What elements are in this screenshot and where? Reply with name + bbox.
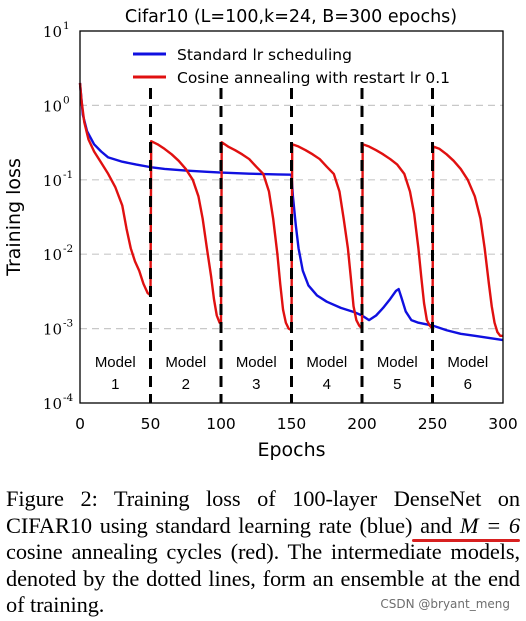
red-annotation-underline (412, 539, 520, 542)
y-tick-label: 10 (43, 246, 62, 264)
x-tick-label: 100 (206, 415, 236, 433)
model-label: Model (377, 354, 418, 371)
model-labels: Model 1 Model 2 Model 3 Model 4 Model 5 Model 6 (95, 354, 488, 393)
model-label: Model (165, 354, 206, 371)
y-tick-exponent: -1 (63, 169, 73, 181)
training-loss-chart: Cifar10 (L=100,k=24, B=300 epochs) Model… (3, 7, 518, 461)
figure-caption: Figure 2: Training loss of 100-layer Den… (6, 486, 520, 619)
model-number: 4 (323, 376, 331, 393)
y-tick-label: 10 (43, 172, 62, 190)
x-axis-label: Epochs (257, 439, 325, 461)
model-label: Model (95, 354, 136, 371)
x-tick-label: 50 (141, 415, 161, 433)
x-tick-label: 150 (277, 415, 307, 433)
model-label: Model (306, 354, 347, 371)
y-tick-label: 10 (43, 97, 62, 115)
model-number: 2 (182, 376, 190, 393)
model-number: 1 (111, 376, 119, 393)
model-number: 5 (393, 376, 401, 393)
legend-label: Cosine annealing with restart lr 0.1 (177, 69, 450, 87)
x-tick-label: 300 (488, 415, 518, 433)
legend: Standard lr scheduling Cosine annealing w… (133, 46, 450, 87)
x-tick-labels: 0 50 100 150 200 250 300 (75, 415, 518, 433)
caption-text-after: cosine annealing cycles (red). The inter… (6, 539, 520, 618)
y-tick-exponent: -4 (63, 392, 74, 404)
model-label: Model (236, 354, 277, 371)
series-line-standard (78, 82, 504, 342)
x-tick-label: 0 (75, 415, 85, 433)
series-line-cosine (78, 82, 503, 338)
plot-frame (79, 30, 504, 404)
series-lines (78, 82, 504, 342)
caption-math: M = 6 (459, 512, 521, 538)
x-tick-label: 250 (418, 415, 448, 433)
y-tick-exponent: 1 (63, 20, 70, 32)
caption-text-before: Figure 2: Training loss of 100-layer Den… (6, 486, 520, 538)
y-tick-exponent: -3 (63, 318, 73, 330)
model-number: 3 (252, 376, 260, 393)
legend-label: Standard lr scheduling (177, 46, 352, 64)
model-number: 6 (464, 376, 472, 393)
y-axis-label: Training loss (3, 158, 25, 277)
y-tick-label: 10 (43, 395, 62, 413)
y-tick-exponent: 0 (63, 94, 70, 106)
chart-title: Cifar10 (L=100,k=24, B=300 epochs) (125, 7, 457, 27)
y-tick-label: 10 (43, 23, 62, 41)
y-tick-exponent: -2 (63, 243, 73, 255)
snapshot-dashed-lines (149, 88, 434, 403)
y-tick-label: 10 (43, 321, 62, 339)
x-tick-label: 200 (347, 415, 377, 433)
watermark: CSDN @bryant_meng (378, 597, 512, 611)
model-label: Model (447, 354, 488, 371)
